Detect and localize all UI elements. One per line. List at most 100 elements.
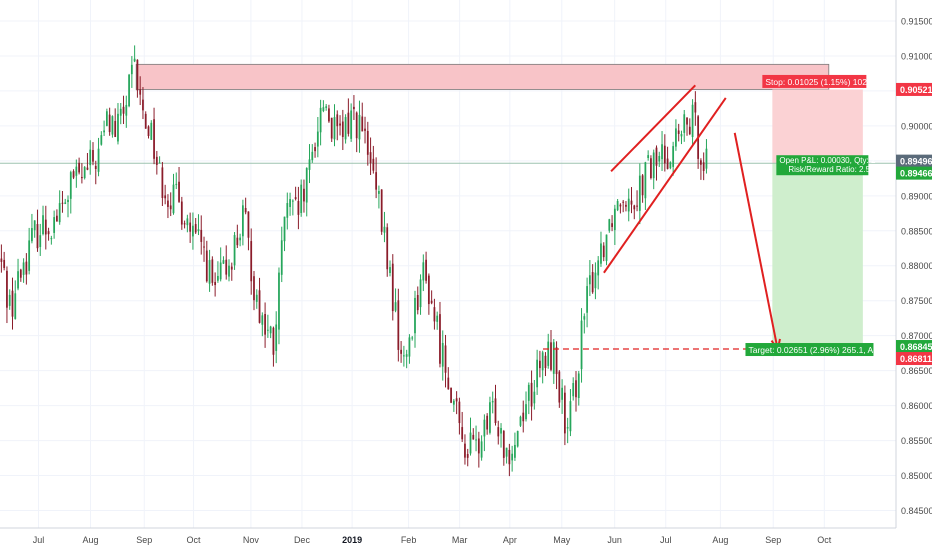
channel-upper-line bbox=[610, 84, 697, 173]
candle-body bbox=[539, 360, 541, 369]
candle-body bbox=[616, 201, 619, 211]
y-tick-label: 0.88000 bbox=[901, 261, 932, 271]
candle-body bbox=[78, 162, 80, 173]
candle-body bbox=[600, 243, 602, 264]
candle-body bbox=[297, 200, 300, 215]
price-badge-bg bbox=[896, 340, 932, 354]
candle-body bbox=[636, 205, 638, 207]
candle-body bbox=[39, 235, 42, 247]
x-tick-label: Mar bbox=[452, 535, 468, 545]
candle-body bbox=[422, 262, 425, 281]
stop-loss-zone bbox=[772, 89, 863, 164]
candle-body bbox=[80, 176, 83, 179]
y-axis[interactable]: 0.84500 0.85000 0.85500 0.86000 0.86500 0.870… bbox=[895, 0, 932, 550]
candle-body bbox=[25, 261, 28, 275]
x-tick-label: Jul bbox=[33, 535, 45, 545]
candle-body bbox=[105, 111, 108, 126]
y-tick-label: 0.85000 bbox=[901, 471, 932, 481]
candle-body bbox=[186, 218, 189, 226]
x-tick-label: Aug bbox=[712, 535, 728, 545]
candle-body bbox=[378, 191, 380, 194]
candle-body bbox=[486, 415, 489, 430]
candle-body bbox=[694, 102, 697, 113]
candle-body bbox=[133, 58, 136, 62]
candle-body bbox=[661, 144, 663, 160]
price-badge: 0.86811 bbox=[896, 352, 932, 366]
candle-body bbox=[319, 107, 322, 133]
candle-body bbox=[44, 219, 47, 235]
x-axis[interactable]: Jul Aug Sep Oct Nov Dec 2019 Feb Mar Apr May Jun Jul… bbox=[0, 527, 932, 550]
candle-body bbox=[533, 391, 536, 404]
candle-body bbox=[625, 204, 627, 207]
candle-body bbox=[658, 155, 661, 162]
candle-body bbox=[353, 106, 355, 110]
candle-body bbox=[641, 175, 644, 196]
candle-body bbox=[586, 286, 588, 313]
candle-body bbox=[458, 401, 461, 424]
candle-body bbox=[461, 427, 464, 440]
candle-body bbox=[230, 266, 233, 270]
candle-body bbox=[153, 119, 155, 159]
candle-body bbox=[303, 188, 305, 202]
candle-body bbox=[505, 447, 508, 457]
candle-body bbox=[547, 341, 550, 366]
candle-body bbox=[286, 203, 289, 218]
candle-body bbox=[92, 150, 94, 162]
candle-body bbox=[128, 74, 130, 107]
candle-body bbox=[178, 181, 180, 202]
candles bbox=[0, 45, 708, 477]
candle-body bbox=[244, 208, 247, 213]
candle-body bbox=[700, 160, 702, 165]
price-badge: 0.86845 bbox=[896, 340, 932, 354]
candle-body bbox=[683, 114, 686, 133]
candle-body bbox=[594, 272, 597, 289]
candle-body bbox=[688, 126, 691, 135]
x-tick-label: 2019 bbox=[342, 535, 362, 545]
candle-body bbox=[677, 130, 680, 134]
candle-body bbox=[275, 324, 278, 351]
candle-body bbox=[266, 329, 269, 331]
candle-body bbox=[291, 200, 294, 202]
candle-body bbox=[364, 128, 366, 131]
candle-body bbox=[272, 327, 275, 355]
y-axis-background bbox=[896, 0, 932, 550]
candle-body bbox=[627, 198, 630, 212]
candle-body bbox=[544, 355, 547, 369]
candle-body bbox=[255, 294, 258, 302]
candle-body bbox=[155, 156, 158, 165]
candle-body bbox=[464, 443, 466, 458]
candle-body bbox=[472, 434, 475, 440]
candle-body bbox=[233, 235, 236, 266]
candle-body bbox=[33, 220, 36, 231]
candle-body bbox=[436, 315, 439, 322]
candle-body bbox=[94, 165, 97, 170]
candle-body bbox=[383, 226, 386, 233]
price-badge-bg bbox=[896, 154, 932, 168]
candle-body bbox=[500, 428, 502, 434]
candle-body bbox=[111, 116, 114, 135]
candle-body bbox=[411, 337, 414, 339]
candle-body bbox=[200, 229, 203, 242]
candle-body bbox=[97, 148, 100, 172]
candle-body bbox=[663, 145, 666, 164]
candle-body bbox=[205, 250, 208, 282]
candle-body bbox=[164, 195, 167, 199]
candle-body bbox=[369, 152, 372, 164]
y-tick-label: 0.85500 bbox=[901, 436, 932, 446]
candle-body bbox=[477, 438, 480, 454]
drawings bbox=[542, 84, 863, 353]
candle-body bbox=[17, 271, 19, 289]
candle-body bbox=[644, 162, 647, 199]
candle-body bbox=[172, 184, 175, 214]
candle-body bbox=[247, 211, 250, 238]
candle-body bbox=[455, 398, 458, 402]
candle-body bbox=[239, 237, 241, 241]
candle-body bbox=[83, 167, 86, 179]
candle-body bbox=[167, 200, 169, 207]
candle-body bbox=[253, 276, 255, 301]
x-tick-label: Oct bbox=[187, 535, 202, 545]
candle-body bbox=[119, 108, 122, 116]
candle-body bbox=[61, 202, 64, 204]
candle-body bbox=[483, 419, 486, 437]
